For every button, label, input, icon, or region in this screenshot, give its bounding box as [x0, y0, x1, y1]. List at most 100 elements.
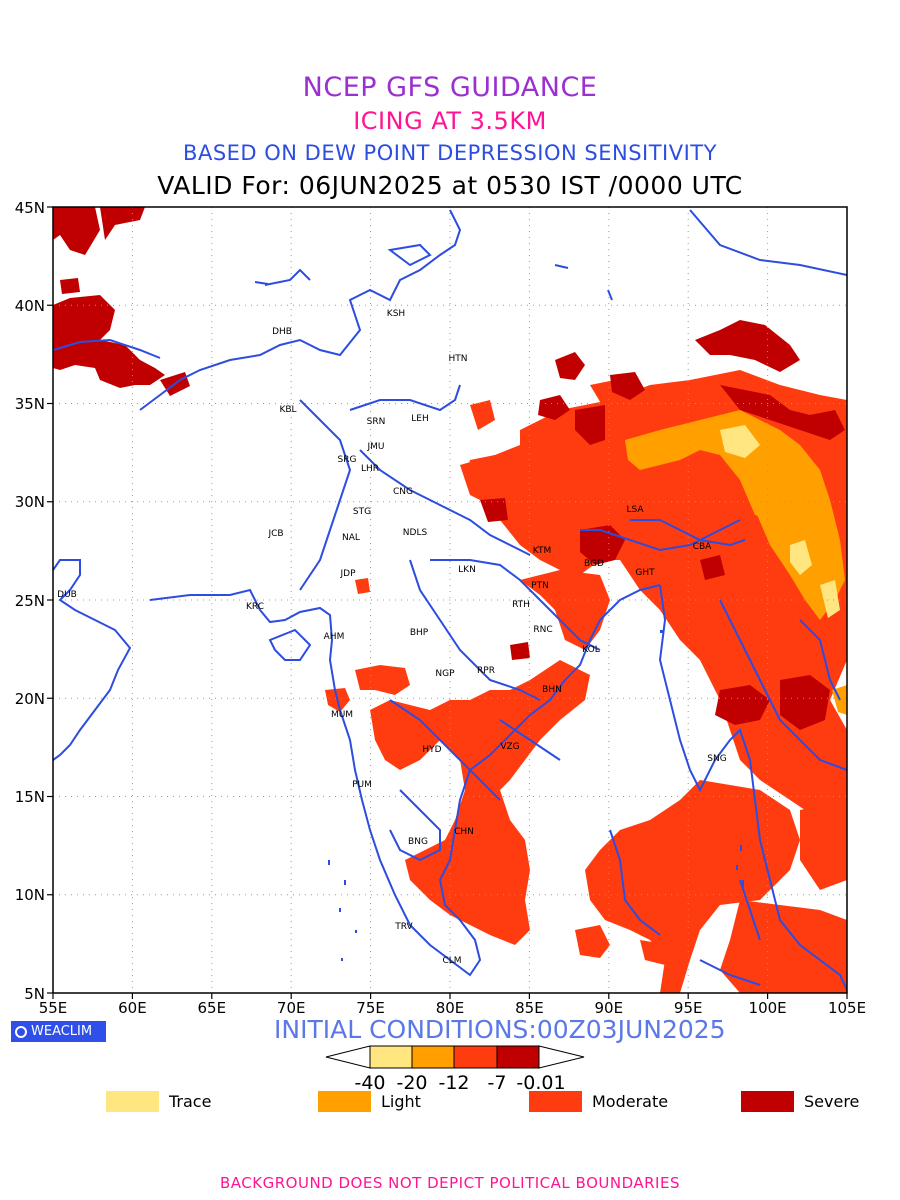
colorbar-cell-severe	[496, 1045, 540, 1069]
station-label: DHB	[272, 327, 292, 337]
legend-label: Light	[381, 1092, 421, 1111]
station-label: NDLS	[403, 528, 428, 538]
lon-label: 105E	[828, 999, 866, 1017]
colorbar-cell-trace	[369, 1045, 413, 1069]
station-label: MUM	[331, 710, 353, 720]
station-label: CNG	[393, 487, 413, 497]
lat-label: 10N	[15, 886, 45, 904]
station-label: CLM	[442, 956, 461, 966]
station-label: DUB	[57, 590, 77, 600]
station-label: BGD	[584, 559, 604, 569]
station-labels: KSH DHB HTN KBL SRN LEH JMU SRG LHR CNG …	[57, 309, 727, 966]
colorbar-label: -0.01	[516, 1072, 565, 1094]
station-label: PTN	[531, 581, 549, 591]
lat-label: 25N	[15, 592, 45, 610]
lat-label: 40N	[15, 297, 45, 315]
islands	[328, 630, 744, 961]
severe-icing-areas	[53, 207, 845, 730]
station-label: KRC	[246, 602, 264, 612]
station-label: SRN	[367, 417, 386, 427]
colorbar-label: -12	[438, 1072, 469, 1094]
logo-text: WEACLIM	[31, 1024, 93, 1039]
station-label: BNG	[408, 837, 428, 847]
colorbar-left-arrow	[325, 1045, 371, 1069]
station-label: CHN	[454, 827, 474, 837]
station-label: STG	[353, 507, 371, 517]
station-label: LEH	[411, 414, 428, 424]
lon-label: 75E	[356, 999, 385, 1017]
colorbar-label: -20	[396, 1072, 427, 1094]
station-label: KTM	[533, 546, 551, 556]
product-title: NCEP GFS GUIDANCE	[302, 72, 598, 103]
legend-moderate: Moderate	[529, 1091, 668, 1112]
lat-label: 20N	[15, 690, 45, 708]
colorbar-label: -40	[354, 1072, 385, 1094]
lat-label: 15N	[15, 788, 45, 806]
colorbar	[325, 1045, 585, 1069]
lat-label: 35N	[15, 395, 45, 413]
initial-conditions: INITIAL CONDITIONS:00Z03JUN2025	[274, 1015, 726, 1044]
station-label: NGP	[435, 669, 455, 679]
lon-label: 100E	[749, 999, 787, 1017]
station-label: BHN	[542, 685, 562, 695]
method-subtitle: BASED ON DEW POINT DEPRESSION SENSITIVIT…	[183, 141, 717, 165]
station-label: JCB	[267, 529, 283, 539]
station-label: NAL	[342, 533, 360, 543]
legend-trace: Trace	[106, 1091, 211, 1112]
colorbar-cell-moderate	[453, 1045, 498, 1069]
axis-ticks	[47, 206, 848, 999]
icing-fields	[53, 207, 847, 993]
station-label: PUM	[352, 780, 372, 790]
station-label: KSH	[387, 309, 405, 319]
lon-label: 55E	[39, 999, 68, 1017]
station-label: RNC	[533, 625, 552, 635]
legend-swatch	[741, 1091, 794, 1112]
station-label: KOL	[582, 645, 600, 655]
colorbar-labels: -40 -20 -12 -7 -0.01	[354, 1072, 565, 1094]
station-label: RTH	[512, 600, 530, 610]
legend-label: Moderate	[592, 1092, 669, 1111]
logo-circle-icon	[15, 1025, 27, 1038]
lon-label: 60E	[118, 999, 147, 1017]
station-label: LSA	[626, 505, 644, 515]
legend-swatch	[529, 1091, 582, 1112]
legend-light: Light	[318, 1091, 421, 1112]
legend-label: Severe	[804, 1092, 860, 1111]
weaclim-logo: WEACLIM	[11, 1021, 106, 1042]
lat-label: 45N	[15, 199, 45, 217]
station-label: VZG	[500, 742, 519, 752]
colorbar-cell-light	[411, 1045, 455, 1069]
lat-label: 30N	[15, 493, 45, 511]
trace-icing-areas	[720, 425, 840, 618]
lat-label: 5N	[24, 985, 45, 1003]
lon-label: 80E	[436, 999, 465, 1017]
legend-label: Trace	[169, 1092, 212, 1111]
station-label: JDP	[339, 569, 356, 579]
legend-severe: Severe	[741, 1091, 859, 1112]
station-label: LKN	[458, 565, 476, 575]
coastlines	[53, 209, 847, 991]
station-label: LHR	[361, 464, 379, 474]
lon-label: 95E	[674, 999, 703, 1017]
lon-label: 65E	[198, 999, 227, 1017]
station-label: HYD	[422, 745, 441, 755]
legend-swatch	[106, 1091, 159, 1112]
station-label: SRG	[338, 455, 357, 465]
lon-label: 70E	[277, 999, 306, 1017]
station-label: BHP	[410, 628, 429, 638]
lon-label: 85E	[515, 999, 544, 1017]
station-label: SNG	[707, 754, 726, 764]
station-label: KBL	[279, 405, 296, 415]
legend-swatch	[318, 1091, 371, 1112]
station-label: AHM	[324, 632, 345, 642]
station-label: CBA	[693, 542, 712, 552]
station-label: GHT	[635, 568, 655, 578]
colorbar-label: -7	[488, 1072, 507, 1094]
station-label: HTN	[449, 354, 468, 364]
station-label: RPR	[477, 666, 495, 676]
disclaimer-footer: BACKGROUND DOES NOT DEPICT POLITICAL BOU…	[220, 1174, 680, 1192]
lon-label: 90E	[595, 999, 624, 1017]
field-title: ICING AT 3.5KM	[353, 107, 547, 135]
colorbar-right-arrow	[538, 1045, 585, 1069]
